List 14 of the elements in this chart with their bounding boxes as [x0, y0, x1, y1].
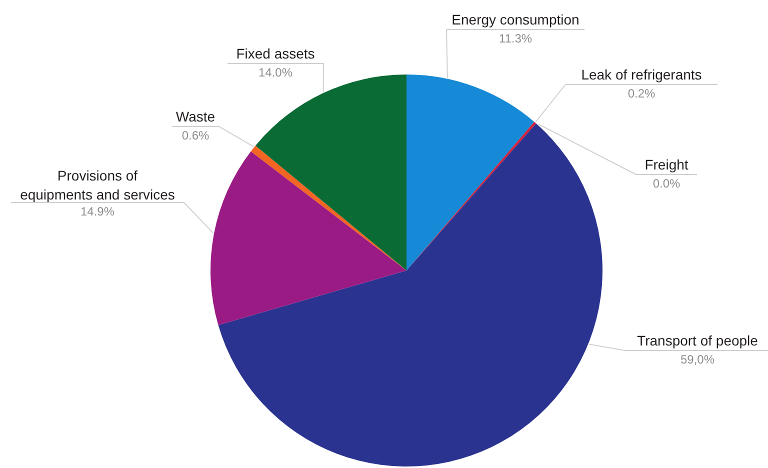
- slice-label: Fixed assets: [236, 46, 315, 62]
- data-label: 0.6%: [182, 128, 210, 142]
- slice-label: Energy consumption: [452, 12, 580, 28]
- data-label: 59,0%: [680, 352, 715, 366]
- slice-label: Provisions of equipments and services: [20, 168, 175, 203]
- data-label: 0.2%: [628, 86, 656, 100]
- category-label: Freight: [644, 156, 688, 172]
- text: 0.0%: [652, 176, 680, 190]
- slice-label: Transport of people: [637, 332, 758, 348]
- slice-label: Leak of refrigerants: [581, 66, 702, 82]
- data-label: 14.9%: [80, 204, 115, 218]
- slice-label: Waste: [176, 108, 216, 124]
- data-label: 14.0%: [258, 66, 293, 80]
- data-label: 11.3%: [498, 32, 532, 46]
